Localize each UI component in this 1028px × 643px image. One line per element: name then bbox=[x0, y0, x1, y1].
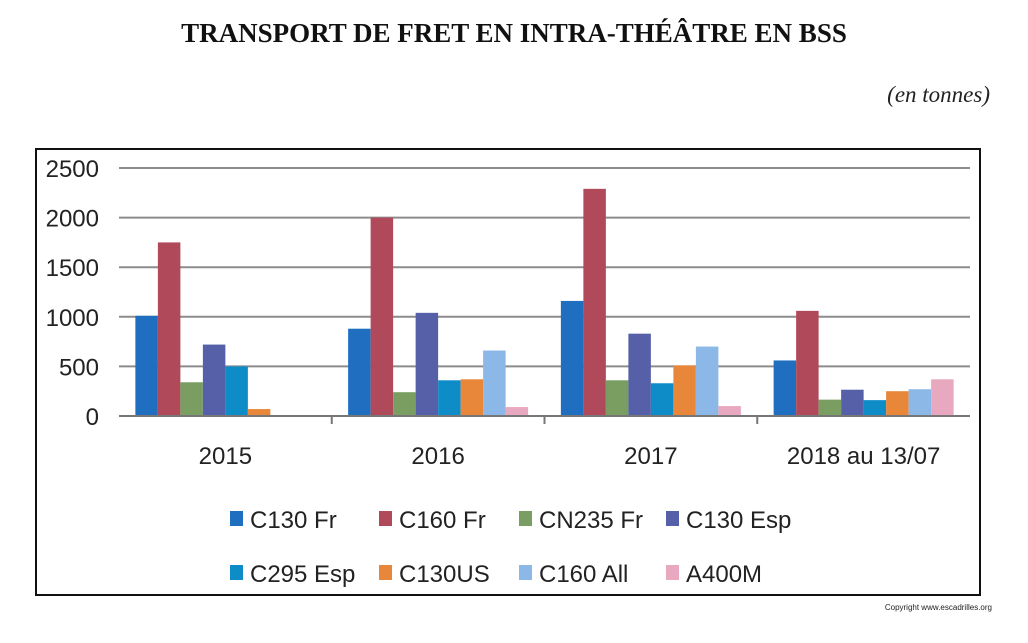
chart-title: TRANSPORT DE FRET EN INTRA-THÉÂTRE EN BS… bbox=[181, 18, 847, 48]
bar bbox=[650, 383, 674, 416]
bar bbox=[157, 242, 181, 416]
legend-label: A400M bbox=[686, 561, 762, 588]
legend-label: C130 Esp bbox=[686, 507, 791, 534]
bar bbox=[673, 365, 696, 416]
bar bbox=[908, 389, 932, 416]
bar bbox=[931, 379, 954, 416]
y-tick-label: 1500 bbox=[46, 255, 99, 282]
bar bbox=[560, 300, 584, 416]
bar bbox=[247, 409, 271, 416]
legend-swatch bbox=[379, 565, 392, 580]
legend-label: C160 Fr bbox=[399, 507, 486, 534]
legend-label: C130US bbox=[399, 561, 490, 588]
bar bbox=[180, 382, 203, 416]
legend-swatch bbox=[519, 565, 532, 580]
legend-swatch bbox=[666, 511, 679, 526]
y-tick-label: 2000 bbox=[46, 206, 99, 233]
bar bbox=[796, 310, 819, 416]
bar bbox=[483, 350, 506, 416]
legend-swatch bbox=[666, 565, 679, 580]
bar bbox=[135, 315, 158, 416]
bar bbox=[863, 400, 887, 416]
bar bbox=[415, 312, 439, 416]
bars bbox=[135, 188, 954, 416]
y-tick-label: 2500 bbox=[46, 156, 99, 183]
legend-swatch bbox=[379, 511, 392, 526]
bar bbox=[841, 389, 864, 416]
legend-label: CN235 Fr bbox=[539, 507, 643, 534]
x-tick-label: 2017 bbox=[624, 443, 677, 470]
bar bbox=[505, 407, 529, 416]
bar bbox=[773, 360, 797, 416]
legend-label: C130 Fr bbox=[250, 507, 337, 534]
legend-label: C295 Esp bbox=[250, 561, 355, 588]
y-tick-label: 500 bbox=[59, 354, 99, 381]
bar bbox=[605, 380, 629, 416]
bar bbox=[438, 380, 461, 416]
bar bbox=[370, 217, 394, 416]
legend-label: C160 All bbox=[539, 561, 628, 588]
legend-swatch bbox=[230, 565, 243, 580]
legend-swatch bbox=[519, 511, 532, 526]
bar bbox=[583, 188, 606, 416]
bar bbox=[886, 391, 909, 416]
bar bbox=[818, 399, 842, 416]
legend-swatch bbox=[230, 511, 243, 526]
x-tick-label: 2015 bbox=[199, 443, 252, 470]
bar bbox=[225, 366, 248, 416]
bar bbox=[393, 392, 416, 416]
bar bbox=[718, 406, 741, 416]
y-tick-label: 0 bbox=[86, 404, 99, 431]
unit-label: (en tonnes) bbox=[887, 82, 990, 107]
chart-frame: 0 500 1000 1500 2000 2500 2015 2016 2017 2018 au … bbox=[35, 148, 981, 596]
bar bbox=[460, 379, 484, 416]
gridlines bbox=[119, 167, 970, 368]
bar bbox=[628, 333, 651, 416]
bar bbox=[202, 344, 226, 416]
bar-chart: 0 500 1000 1500 2000 2500 2015 2016 2017 2018 au … bbox=[46, 156, 970, 588]
x-tick-label: 2018 au 13/07 bbox=[787, 443, 940, 470]
copyright-text: Copyright www.escadrilles.org bbox=[884, 603, 992, 612]
legend: C130 Fr C160 Fr CN235 Fr C130 Esp C295 Esp C1… bbox=[230, 507, 791, 588]
y-tick-label: 1000 bbox=[46, 305, 99, 332]
bar bbox=[695, 346, 719, 416]
bar bbox=[348, 328, 371, 416]
axes: 0 500 1000 1500 2000 2500 2015 2016 2017 2018 au … bbox=[46, 156, 970, 470]
x-tick-label: 2016 bbox=[411, 443, 464, 470]
